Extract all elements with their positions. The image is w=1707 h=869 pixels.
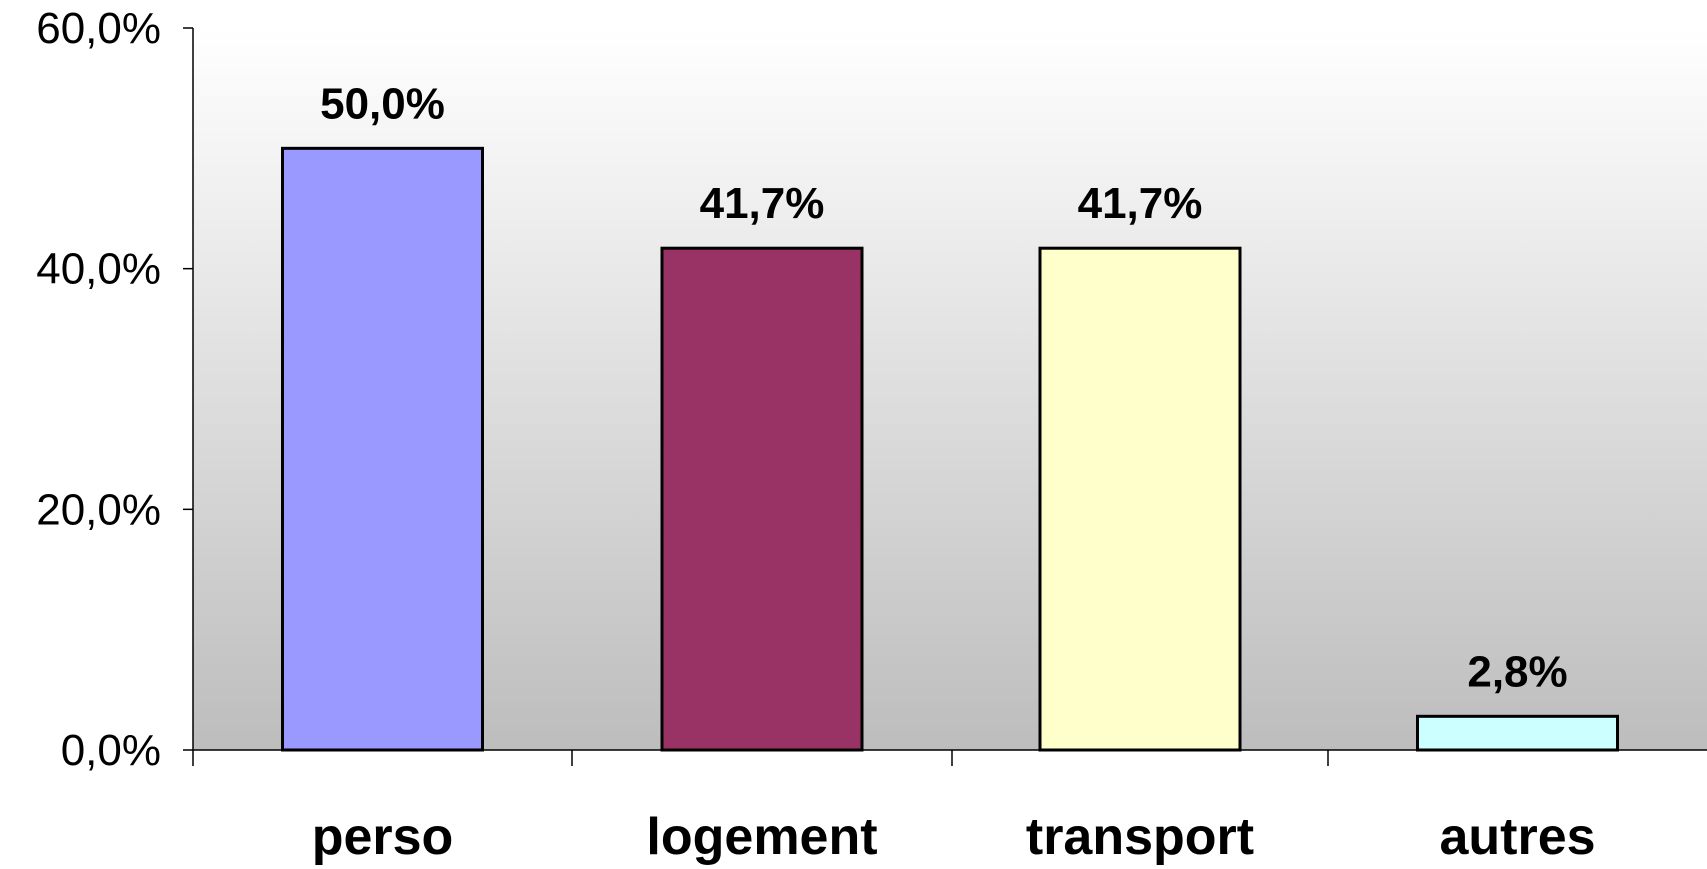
- bars: [281, 146, 1619, 752]
- bar-autres: [1416, 714, 1619, 752]
- bar-transport: [1038, 246, 1242, 752]
- category-label-logement: logement: [646, 808, 877, 866]
- data-label-transport: 41,7%: [1078, 179, 1203, 228]
- y-tick-label: 20,0%: [36, 485, 161, 534]
- y-tick-label: 0,0%: [61, 726, 161, 775]
- x-axis: [192, 749, 1707, 766]
- data-label-perso: 50,0%: [320, 79, 445, 128]
- bar-logement: [660, 246, 864, 752]
- category-labels: perso logement transport autres: [312, 808, 1596, 866]
- data-labels: 50,0% 41,7% 41,7% 2,8%: [320, 79, 1568, 696]
- y-tick-label: 40,0%: [36, 245, 161, 294]
- data-label-autres: 2,8%: [1467, 647, 1567, 696]
- y-tick-label: 60,0%: [36, 4, 161, 53]
- y-axis: 0,0% 20,0% 40,0% 60,0%: [36, 4, 194, 775]
- data-label-logement: 41,7%: [700, 179, 825, 228]
- category-label-perso: perso: [312, 808, 454, 866]
- bar-perso: [281, 146, 484, 752]
- category-label-transport: transport: [1026, 808, 1254, 866]
- category-label-autres: autres: [1439, 808, 1595, 866]
